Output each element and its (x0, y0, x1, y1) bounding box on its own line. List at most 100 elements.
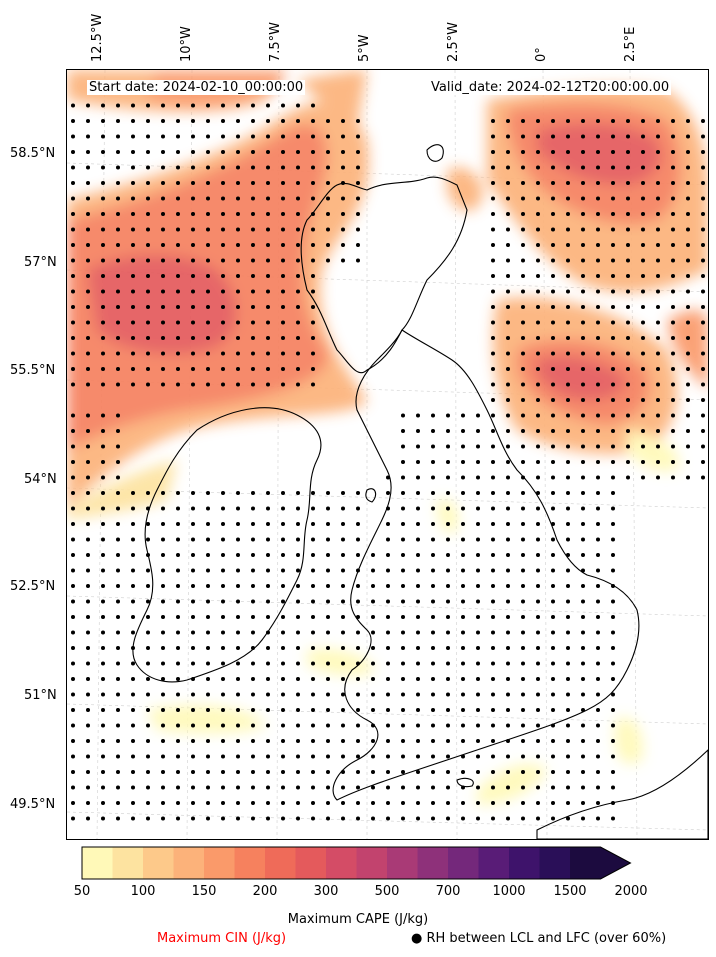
rh-dot (191, 103, 195, 108)
rh-dot (311, 661, 315, 666)
rh-dot (581, 429, 585, 433)
rh-dot (101, 274, 105, 278)
rh-dot (461, 770, 465, 774)
rh-dot (611, 382, 615, 387)
rh-dot (251, 506, 255, 511)
rh-dot (536, 429, 540, 433)
rh-dot (566, 227, 570, 232)
rh-dot (146, 305, 150, 309)
rh-dot (266, 305, 270, 309)
rh-dot (656, 460, 660, 464)
rh-dot (521, 599, 525, 604)
rh-dot (251, 150, 255, 154)
rh-dot (281, 816, 285, 821)
rh-dot (206, 692, 210, 697)
rh-dot (566, 553, 570, 557)
rh-dot (446, 429, 450, 433)
rh-dot (251, 785, 255, 790)
rh-dot (116, 522, 120, 526)
rh-dot (326, 692, 330, 697)
rh-dot (611, 119, 615, 123)
rh-dot (461, 444, 465, 449)
rh-dot (341, 165, 345, 170)
rh-dot (86, 553, 90, 557)
rh-dot (191, 568, 195, 573)
colorbar-cell (448, 847, 479, 879)
rh-dot (311, 506, 315, 511)
rh-dot (626, 212, 630, 216)
rh-dot (251, 692, 255, 697)
rh-dot (476, 692, 480, 697)
rh-dot (281, 320, 285, 325)
rh-dot (416, 444, 420, 449)
rh-dot (686, 320, 690, 325)
rh-dot (566, 754, 570, 759)
rh-dot (461, 615, 465, 619)
rh-dot (326, 150, 330, 154)
rh-dot (86, 258, 90, 263)
rh-dot (191, 522, 195, 526)
rh-dot (191, 382, 195, 387)
rh-dot (476, 429, 480, 433)
rh-dot (206, 599, 210, 604)
rh-dot (266, 584, 270, 588)
rh-dot (671, 227, 675, 232)
rh-dot (521, 584, 525, 588)
rh-dot (611, 429, 615, 433)
rh-dot (86, 754, 90, 759)
rh-dot (341, 119, 345, 123)
rh-dot (656, 444, 660, 449)
rh-dot (416, 785, 420, 790)
rh-dot (551, 537, 555, 542)
rh-dot (596, 212, 600, 216)
rh-dot (86, 615, 90, 619)
rh-dot (566, 708, 570, 712)
rh-dot (536, 336, 540, 340)
rh-dot (356, 150, 360, 154)
colorbar-cell (204, 847, 235, 879)
rh-dot (521, 119, 525, 123)
rh-dot (101, 227, 105, 232)
rh-dot (311, 599, 315, 604)
rh-dot (221, 801, 225, 805)
rh-dot (536, 568, 540, 573)
rh-dot (101, 150, 105, 154)
rh-dot (641, 165, 645, 170)
rh-dot (221, 522, 225, 526)
rh-dot (641, 320, 645, 325)
rh-dot (161, 491, 165, 495)
rh-dot (551, 212, 555, 216)
rh-dot (521, 258, 525, 263)
rh-dot (671, 243, 675, 247)
rh-dot (116, 336, 120, 340)
rh-legend-label: ● RH between LCL and LFC (over 60%) (411, 931, 667, 946)
rh-dot (581, 506, 585, 511)
rh-dot (311, 646, 315, 650)
rh-dot (176, 181, 180, 185)
rh-dot (326, 491, 330, 495)
rh-dot (416, 692, 420, 697)
rh-dot (506, 491, 510, 495)
rh-dot (236, 382, 240, 387)
rh-dot (131, 258, 135, 263)
rh-dot (146, 212, 150, 216)
rh-dot (566, 599, 570, 604)
rh-dot (86, 770, 90, 774)
rh-dot (266, 243, 270, 247)
rh-dot (311, 785, 315, 790)
rh-dot (446, 413, 450, 418)
rh-dot (146, 615, 150, 619)
rh-dot (176, 692, 180, 697)
rh-dot (581, 537, 585, 542)
rh-dot (86, 522, 90, 526)
colorbar-cell (356, 847, 388, 879)
rh-dot (191, 119, 195, 123)
rh-dot (611, 320, 615, 325)
coast-france (536, 749, 708, 839)
rh-dot (686, 181, 690, 185)
rh-dot (176, 770, 180, 774)
rh-dot (266, 754, 270, 759)
rh-dot (206, 522, 210, 526)
rh-dot (371, 553, 375, 557)
rh-dot (146, 661, 150, 666)
